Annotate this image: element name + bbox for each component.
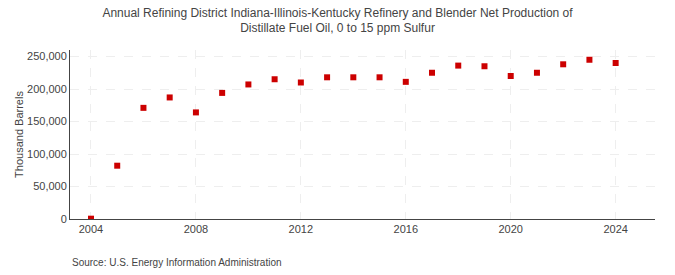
svg-text:250,000: 250,000 — [27, 50, 67, 62]
svg-text:50,000: 50,000 — [33, 180, 67, 192]
svg-text:Source: U.S. Energy Informatio: Source: U.S. Energy Information Administ… — [72, 257, 282, 268]
svg-text:2004: 2004 — [79, 223, 103, 235]
svg-text:2008: 2008 — [184, 223, 208, 235]
svg-text:100,000: 100,000 — [27, 148, 67, 160]
svg-text:0: 0 — [61, 213, 67, 225]
svg-text:2024: 2024 — [603, 223, 627, 235]
svg-text:2016: 2016 — [394, 223, 418, 235]
svg-text:200,000: 200,000 — [27, 83, 67, 95]
svg-text:150,000: 150,000 — [27, 115, 67, 127]
svg-text:2012: 2012 — [289, 223, 313, 235]
svg-text:Thousand Barrels: Thousand Barrels — [13, 91, 25, 178]
svg-text:Annual Refining District India: Annual Refining District Indiana-Illinoi… — [102, 6, 573, 36]
svg-text:2020: 2020 — [498, 223, 522, 235]
